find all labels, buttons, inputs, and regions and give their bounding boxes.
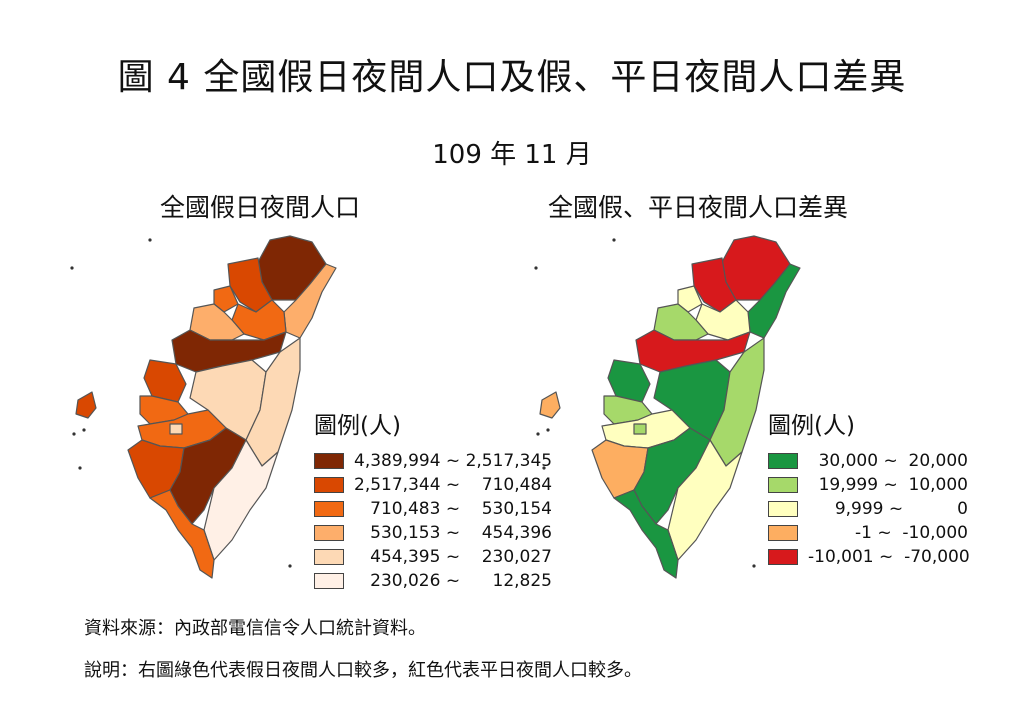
right-legend-label: 19,999 ~ 10,000 — [818, 475, 968, 495]
left-legend-swatch — [314, 525, 344, 541]
right-islet — [542, 466, 546, 470]
explanation-note: 說明：右圖綠色代表假日夜間人口較多，紅色代表平日夜間人口較多。 — [84, 660, 642, 681]
right-legend-swatch — [768, 501, 798, 517]
right-legend-swatch — [768, 549, 798, 565]
left-legend-item: 454,395 ~ 230,027 — [314, 546, 552, 568]
right-legend-label: -1 ~ -10,000 — [854, 523, 968, 543]
left-legend-label: 530,153 ~ 454,396 — [370, 523, 552, 543]
left-region-kaohsiung — [169, 427, 247, 525]
right-legend-item: 9,999 ~ 0 — [768, 498, 968, 520]
left-islet — [70, 266, 74, 270]
left-region-taitung — [203, 439, 279, 561]
right-legend-swatch — [768, 477, 798, 493]
right-legend-item: 19,999 ~ 10,000 — [768, 474, 968, 496]
left-legend-label: 4,389,994 ~ 2,517,345 — [354, 451, 553, 471]
left-choropleth-map — [70, 235, 337, 579]
left-region-penghu — [75, 391, 97, 419]
left-legend-swatch — [314, 549, 344, 565]
left-legend-swatch — [314, 453, 344, 469]
left-map-legend: 圖例(人) 4,389,994 ~ 2,517,345 2,517,344 ~ 7… — [314, 406, 552, 594]
left-islet — [82, 428, 86, 432]
left-islet — [72, 432, 76, 436]
left-legend-item: 530,153 ~ 454,396 — [314, 522, 552, 544]
page-subtitle: 109 年 11 月 — [432, 140, 592, 170]
left-legend-item: 2,517,344 ~ 710,484 — [314, 474, 552, 496]
right-map-legend: 圖例(人) 30,000 ~ 20,000 19,999 ~ 10,000 9,99… — [768, 406, 970, 570]
right-region-kaohsiung — [633, 427, 711, 525]
page-title: 圖 4 全國假日夜間人口及假、平日夜間人口差異 — [117, 57, 907, 98]
right-region-hsinchu-c — [677, 285, 703, 313]
left-legend-title: 圖例(人) — [314, 413, 401, 439]
right-choropleth-map — [534, 235, 801, 579]
right-islet — [612, 238, 616, 242]
right-legend-swatch — [768, 525, 798, 541]
left-legend-swatch — [314, 477, 344, 493]
right-region-hualien — [709, 337, 765, 467]
right-legend-swatch — [768, 453, 798, 469]
right-region-taichung — [635, 329, 751, 373]
left-region-taichung — [171, 329, 287, 373]
right-legend-item: -1 ~ -10,000 — [768, 522, 968, 544]
left-region-hualien — [245, 337, 301, 467]
left-legend-label: 230,026 ~ 12,825 — [370, 571, 552, 591]
right-region-chiayi-c — [633, 423, 647, 435]
right-region-penghu — [539, 391, 561, 419]
right-region-taitung — [667, 439, 743, 561]
left-legend-swatch — [314, 501, 344, 517]
left-islet — [78, 466, 82, 470]
left-region-chiayi-c — [169, 423, 183, 435]
left-map-title: 全國假日夜間人口 — [160, 193, 361, 222]
left-islet — [148, 238, 152, 242]
left-legend-item: 230,026 ~ 12,825 — [314, 570, 552, 592]
left-legend-item: 710,483 ~ 530,154 — [314, 498, 552, 520]
right-legend-label: 30,000 ~ 20,000 — [818, 451, 968, 471]
right-islet — [752, 564, 756, 568]
right-legend-item: 30,000 ~ 20,000 — [768, 450, 968, 472]
left-region-pingtung — [149, 489, 215, 579]
right-legend-item: -10,001 ~ -70,000 — [768, 546, 970, 568]
right-region-pingtung — [613, 489, 679, 579]
right-legend-title: 圖例(人) — [768, 413, 855, 439]
left-legend-item: 4,389,994 ~ 2,517,345 — [314, 450, 552, 472]
source-note: 資料來源：內政部電信信令人口統計資料。 — [84, 618, 426, 639]
right-islet — [534, 266, 538, 270]
left-legend-label: 454,395 ~ 230,027 — [370, 547, 552, 567]
left-legend-label: 710,483 ~ 530,154 — [370, 499, 552, 519]
right-legend-label: -10,001 ~ -70,000 — [808, 547, 970, 567]
left-region-hsinchu-c — [213, 285, 239, 313]
right-islet — [536, 432, 540, 436]
right-map-title: 全國假、平日夜間人口差異 — [548, 193, 849, 222]
left-legend-label: 2,517,344 ~ 710,484 — [354, 475, 553, 495]
right-islet — [546, 428, 550, 432]
left-islet — [288, 564, 292, 568]
left-legend-swatch — [314, 573, 344, 589]
right-legend-label: 9,999 ~ 0 — [834, 499, 968, 519]
